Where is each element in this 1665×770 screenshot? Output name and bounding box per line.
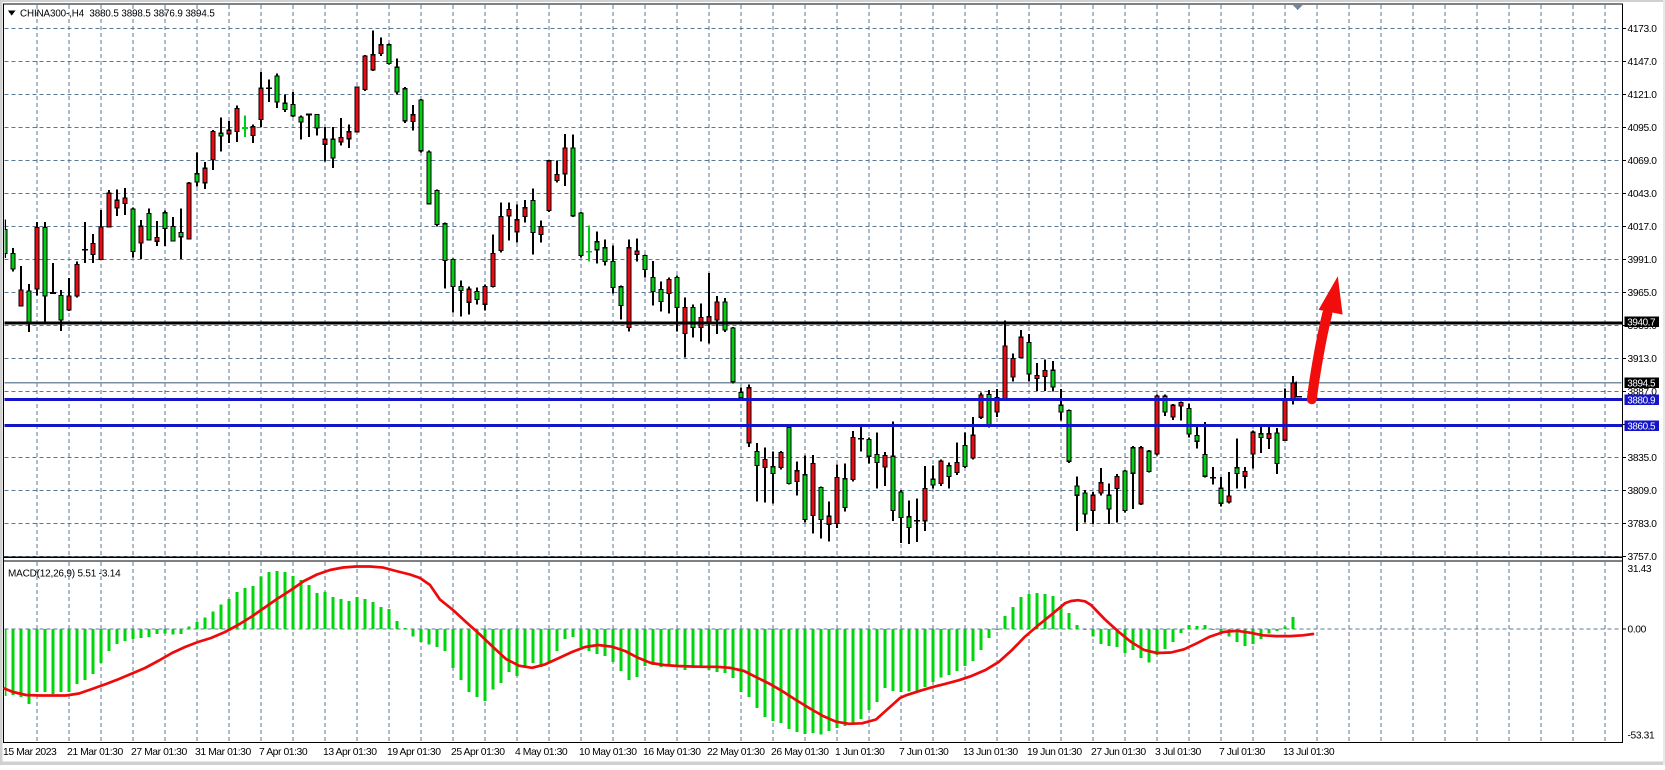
svg-text:22 May 01:30: 22 May 01:30	[707, 747, 765, 758]
svg-text:3 Jul 01:30: 3 Jul 01:30	[1155, 747, 1202, 758]
svg-text:26 May 01:30: 26 May 01:30	[771, 747, 829, 758]
svg-text:3783.0: 3783.0	[1628, 519, 1658, 530]
svg-text:3887.0: 3887.0	[1628, 387, 1658, 398]
svg-text:4121.0: 4121.0	[1628, 90, 1658, 101]
svg-text:19 Jun 01:30: 19 Jun 01:30	[1027, 747, 1082, 758]
svg-text:3965.0: 3965.0	[1628, 288, 1658, 299]
svg-text:4017.0: 4017.0	[1628, 222, 1658, 233]
svg-text:16 May 01:30: 16 May 01:30	[643, 747, 701, 758]
svg-text:0.00: 0.00	[1628, 625, 1647, 636]
svg-text:3860.5: 3860.5	[1627, 421, 1656, 432]
svg-text:3757.0: 3757.0	[1628, 552, 1658, 563]
svg-text:3809.0: 3809.0	[1628, 486, 1658, 497]
svg-text:4147.0: 4147.0	[1628, 57, 1658, 68]
svg-text:MACD(12,26,9) 5.51 -3.14: MACD(12,26,9) 5.51 -3.14	[8, 569, 121, 580]
svg-text:19 Apr 01:30: 19 Apr 01:30	[387, 747, 441, 758]
svg-text:1 Jun 01:30: 1 Jun 01:30	[835, 747, 885, 758]
svg-text:31 Mar 01:30: 31 Mar 01:30	[195, 747, 251, 758]
svg-text:4 May 01:30: 4 May 01:30	[515, 747, 568, 758]
svg-text:4043.0: 4043.0	[1628, 189, 1658, 200]
svg-text:3835.0: 3835.0	[1628, 453, 1658, 464]
svg-text:3913.0: 3913.0	[1628, 354, 1658, 365]
svg-text:7 Jul 01:30: 7 Jul 01:30	[1219, 747, 1266, 758]
svg-text:7 Jun 01:30: 7 Jun 01:30	[899, 747, 949, 758]
svg-text:7 Apr 01:30: 7 Apr 01:30	[259, 747, 308, 758]
svg-text:25 Apr 01:30: 25 Apr 01:30	[451, 747, 505, 758]
svg-text:13 Apr 01:30: 13 Apr 01:30	[323, 747, 377, 758]
svg-text:4173.0: 4173.0	[1628, 24, 1658, 35]
svg-text:3880.9: 3880.9	[1627, 395, 1656, 406]
svg-text:13 Jul 01:30: 13 Jul 01:30	[1283, 747, 1335, 758]
svg-text:13 Jun 01:30: 13 Jun 01:30	[963, 747, 1018, 758]
svg-text:31.43: 31.43	[1628, 564, 1652, 575]
svg-text:3940.7: 3940.7	[1627, 317, 1655, 328]
svg-text:15 Mar 2023: 15 Mar 2023	[3, 747, 57, 758]
svg-text:-53.31: -53.31	[1628, 731, 1655, 742]
svg-text:CHINA300-,H4 3880.5 3898.5 38: CHINA300-,H4 3880.5 3898.5 3876.9 3894.5	[20, 8, 215, 19]
svg-text:4069.0: 4069.0	[1628, 156, 1658, 167]
svg-text:27 Mar 01:30: 27 Mar 01:30	[131, 747, 187, 758]
svg-text:10 May 01:30: 10 May 01:30	[579, 747, 637, 758]
svg-text:4095.0: 4095.0	[1628, 123, 1658, 134]
svg-text:3894.5: 3894.5	[1627, 378, 1656, 389]
svg-text:21 Mar 01:30: 21 Mar 01:30	[67, 747, 123, 758]
svg-text:3991.0: 3991.0	[1628, 255, 1658, 266]
svg-text:27 Jun 01:30: 27 Jun 01:30	[1091, 747, 1146, 758]
